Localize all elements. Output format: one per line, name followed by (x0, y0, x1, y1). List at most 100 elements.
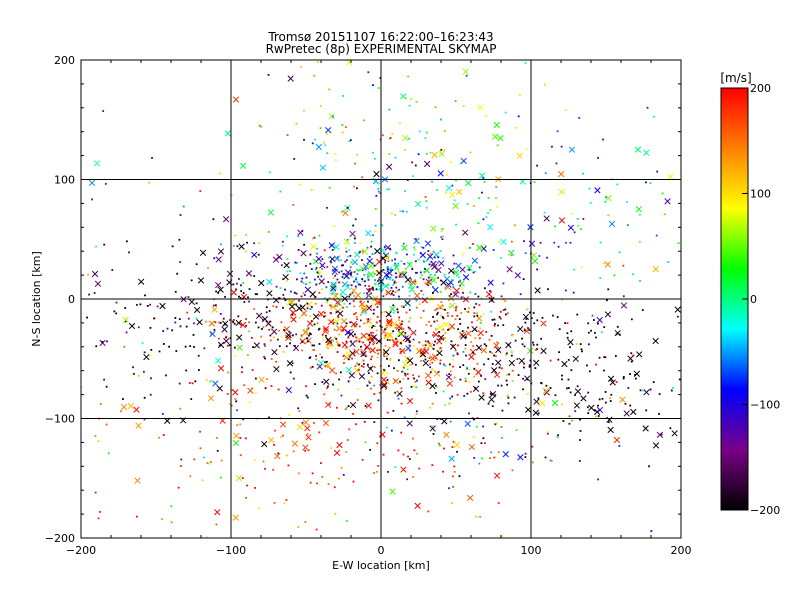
scatter-dot (307, 449, 310, 452)
scatter-dot (396, 369, 399, 372)
scatter-dot (352, 224, 355, 227)
scatter-dot (396, 308, 399, 311)
scatter-dot (325, 286, 328, 289)
scatter-dot (482, 392, 485, 395)
scatter-dot (363, 420, 366, 423)
scatter-dot (424, 340, 427, 343)
scatter-dot (179, 214, 182, 216)
scatter-cross (561, 360, 568, 368)
scatter-cross (460, 333, 467, 340)
scatter-dot (207, 462, 210, 465)
scatter-dot (479, 322, 482, 324)
scatter-dot (395, 286, 398, 289)
scatter-dot (602, 138, 604, 141)
scatter-dot (427, 340, 430, 343)
scatter-dot (376, 372, 379, 375)
scatter-dot (580, 228, 582, 230)
scatter-dot (485, 344, 488, 347)
scatter-cross (652, 442, 660, 449)
scatter-cross (333, 318, 340, 325)
scatter-dot (247, 354, 249, 357)
scatter-dot (264, 357, 266, 360)
scatter-dot (347, 284, 349, 287)
scatter-dot (630, 318, 633, 321)
scatter-dot (587, 343, 590, 346)
scatter-dot (353, 325, 356, 328)
scatter-dot (489, 350, 492, 353)
scatter-dot (349, 272, 352, 275)
scatter-dot (275, 285, 278, 288)
scatter-dot (414, 260, 417, 263)
scatter-cross (558, 170, 565, 178)
scatter-dot (416, 347, 419, 350)
scatter-dot (574, 394, 576, 397)
scatter-dot (533, 181, 536, 184)
scatter-cross (607, 426, 614, 434)
scatter-dot (356, 399, 359, 401)
scatter-dot (459, 162, 462, 165)
scatter-dot (215, 523, 218, 526)
scatter-cross (128, 322, 136, 330)
scatter-dot (213, 257, 216, 260)
scatter-dot (386, 411, 389, 414)
scatter-dot (431, 464, 434, 467)
scatter-dot (478, 337, 481, 340)
scatter-dot (275, 360, 278, 363)
scatter-dot (305, 283, 307, 286)
scatter-dot (319, 353, 321, 356)
scatter-dot (414, 380, 417, 383)
scatter-dot (125, 331, 128, 334)
scatter-dot (423, 347, 426, 349)
scatter-cross (360, 306, 368, 314)
scatter-dot (482, 425, 485, 428)
scatter-dot (219, 312, 222, 315)
scatter-cross (391, 320, 398, 328)
scatter-dot (429, 406, 431, 409)
scatter-dot (335, 159, 337, 161)
scatter-dot (484, 442, 486, 445)
scatter-dot (404, 148, 406, 151)
scatter-dot (277, 452, 280, 455)
scatter-dot (551, 145, 553, 148)
scatter-dot (370, 387, 373, 390)
scatter-dot (314, 296, 317, 298)
scatter-dot (553, 241, 556, 244)
scatter-dot (424, 344, 427, 347)
scatter-dot (425, 131, 428, 134)
scatter-dot (334, 274, 337, 277)
scatter-dot (237, 315, 240, 318)
scatter-dot (658, 393, 661, 395)
scatter-dot (298, 299, 300, 302)
scatter-dot (401, 327, 404, 330)
scatter-cross (94, 280, 102, 287)
scatter-dot (294, 345, 296, 347)
scatter-dot (93, 292, 96, 294)
scatter-dot (450, 340, 453, 343)
scatter-cross (354, 292, 362, 299)
scatter-cross (530, 252, 538, 259)
scatter-dot (351, 291, 354, 294)
scatter-dot (443, 273, 446, 276)
scatter-dot (566, 332, 569, 335)
scatter-dot (447, 314, 449, 317)
scatter-dot (326, 387, 329, 390)
scatter-cross (448, 267, 455, 275)
scatter-dot (532, 343, 535, 346)
grid-lines (81, 60, 681, 538)
scatter-dot (399, 341, 402, 344)
scatter-dot (407, 326, 410, 329)
scatter-cross (285, 332, 292, 339)
scatter-cross (325, 126, 332, 134)
scatter-dot (242, 418, 245, 421)
scatter-cross (236, 344, 243, 351)
scatter-dot (314, 383, 317, 386)
scatter-dot (347, 336, 350, 339)
scatter-dot (412, 476, 415, 478)
scatter-dot (408, 458, 411, 460)
scatter-dot (560, 145, 563, 148)
scatter-cross (304, 286, 311, 293)
scatter-cross (358, 373, 366, 380)
scatter-dot (428, 320, 430, 323)
scatter-dot (428, 263, 431, 266)
scatter-dot (545, 384, 548, 387)
